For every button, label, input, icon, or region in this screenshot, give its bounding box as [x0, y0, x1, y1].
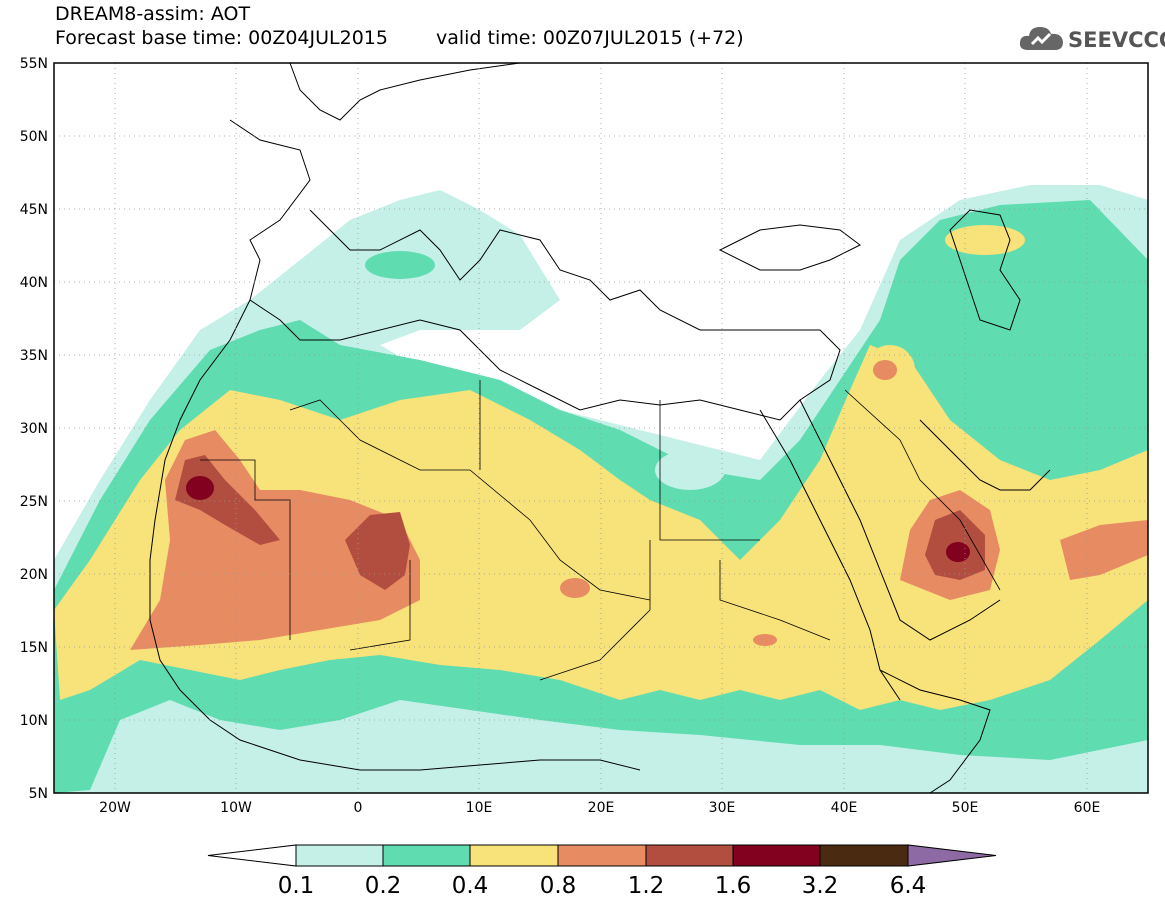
colorbar-segment-under — [207, 844, 297, 867]
lat-label: 55N — [20, 56, 48, 72]
base-time: Forecast base time: 00Z04JUL2015 — [55, 27, 388, 49]
aot-band-1.2-1.6-central — [345, 512, 410, 590]
gridlines — [54, 63, 1148, 793]
colorbar-segment — [819, 844, 909, 867]
lon-label: 30E — [709, 800, 736, 816]
colorbar-segment — [469, 844, 559, 867]
aot-patch-caspian — [945, 225, 1025, 255]
colorbar-label: 1.2 — [628, 873, 665, 899]
latitude-labels: 55N 50N 45N 40N 35N 30N 25N 20N 15N 10N … — [20, 56, 48, 802]
colorbar-segment — [732, 844, 821, 867]
aot-patch-sudan — [753, 634, 777, 646]
lat-label: 30N — [20, 421, 48, 437]
aot-band-0.8-1.2-east — [1060, 520, 1148, 580]
lon-label: 0 — [354, 800, 363, 816]
longitude-labels: 20W 10W 0 10E 20E 30E 40E 50E 60E — [99, 800, 1100, 816]
cloud-icon — [1019, 27, 1063, 50]
colorbar-label: 6.4 — [890, 873, 927, 899]
lat-label: 40N — [20, 275, 48, 291]
colorbar-label: 0.2 — [365, 873, 402, 899]
lon-label: 20W — [99, 800, 131, 816]
colorbar-label: 0.4 — [452, 873, 489, 899]
colorbar-label: 0.1 — [278, 873, 315, 899]
colorbar-segment — [295, 844, 384, 867]
aot-patch-sahel — [560, 578, 590, 598]
lat-label: 5N — [29, 786, 48, 802]
lon-label: 40E — [831, 800, 858, 816]
lon-label: 50E — [952, 800, 979, 816]
lat-label: 50N — [20, 129, 48, 145]
lon-label: 10E — [466, 800, 493, 816]
colorbar-label: 1.6 — [715, 873, 752, 899]
lat-label: 10N — [20, 713, 48, 729]
coastlines — [149, 63, 1051, 793]
colorbar-segment — [645, 844, 734, 867]
map-frame — [53, 62, 1149, 794]
lon-label: 60E — [1074, 800, 1101, 816]
lat-label: 15N — [20, 640, 48, 656]
colorbar-segment — [557, 844, 647, 867]
aot-patch-egypt — [655, 450, 725, 490]
logo-text: SEEVCCC — [1068, 28, 1165, 52]
colorbar-label: 3.2 — [802, 873, 839, 899]
time-info: Forecast base time: 00Z04JUL2015 valid ti… — [55, 28, 744, 48]
aot-core-west — [186, 476, 214, 500]
colorbar: 0.1 0.2 0.4 0.8 1.2 1.6 3.2 6.4 — [207, 844, 997, 899]
lon-label: 10W — [220, 800, 252, 816]
colorbar-label: 0.8 — [540, 873, 577, 899]
aot-patch-persia-core — [873, 360, 897, 380]
lat-label: 35N — [20, 348, 48, 364]
valid-time: valid time: 00Z07JUL2015 (+72) — [435, 27, 744, 49]
lat-label: 20N — [20, 567, 48, 583]
aot-patch-med — [365, 251, 435, 279]
borders — [200, 380, 1001, 681]
map-title: DREAM8-assim: AOT — [55, 3, 251, 25]
lon-label: 20E — [588, 800, 615, 816]
aot-field — [54, 63, 1148, 793]
colorbar-segment-over — [907, 844, 997, 867]
lat-label: 45N — [20, 202, 48, 218]
colorbar-segment — [382, 844, 471, 867]
seevccc-logo: SEEVCCC — [1018, 22, 1165, 58]
lat-label: 25N — [20, 494, 48, 510]
aot-core-arabia — [946, 542, 970, 562]
